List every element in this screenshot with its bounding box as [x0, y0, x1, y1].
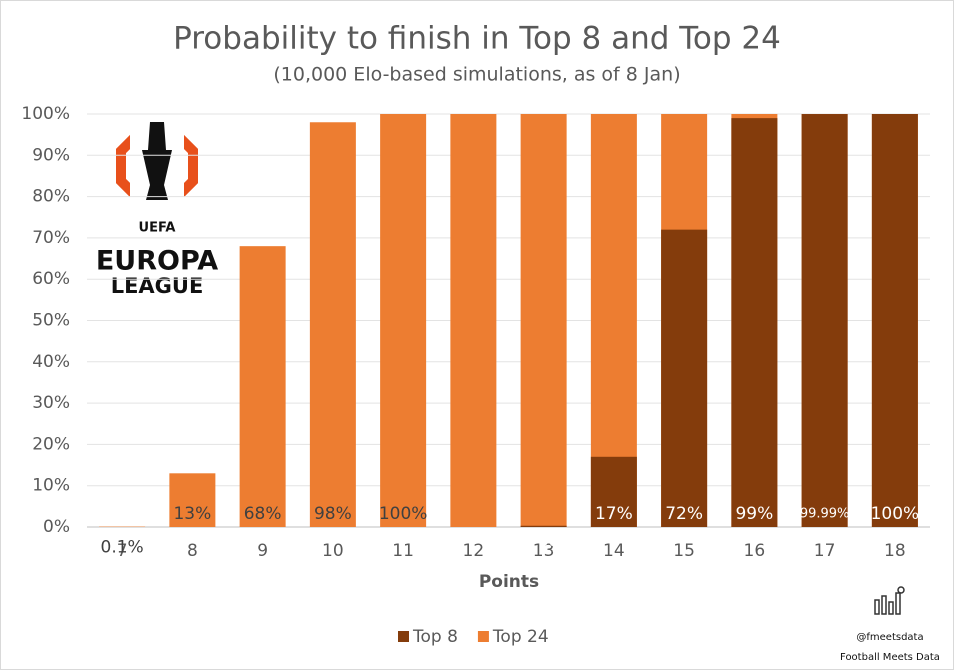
data-label: 99.99% — [800, 507, 850, 522]
x-tick-label: 8 — [187, 541, 198, 561]
legend-label: Top 8 — [412, 627, 458, 647]
y-tick-label: 40% — [32, 352, 70, 372]
bar — [661, 229, 708, 527]
bar — [309, 122, 356, 527]
logo-text: UEFA — [139, 221, 176, 236]
bar — [801, 114, 848, 528]
data-label: 100% — [871, 504, 920, 524]
icon-ball — [897, 586, 905, 594]
chart-title: Probability to finish in Top 8 and Top 2… — [173, 21, 781, 57]
y-tick-label: 50% — [32, 311, 70, 331]
icon-bar — [881, 595, 887, 615]
bar — [731, 118, 778, 527]
x-tick-label: 11 — [392, 541, 414, 561]
credit-handle: @fmeetsdata — [856, 632, 923, 643]
bar — [450, 114, 497, 527]
data-label: 13% — [173, 504, 211, 524]
bar — [169, 473, 216, 527]
x-tick-label: 14 — [603, 541, 625, 561]
icon-bar — [874, 599, 880, 615]
bar — [520, 525, 567, 527]
data-label: 72% — [665, 504, 703, 524]
legend-label: Top 24 — [492, 627, 549, 647]
y-tick-label: 70% — [32, 228, 70, 248]
logo: UEFA EUROPA LEAGUE — [96, 122, 218, 298]
x-tick-label: 13 — [533, 541, 555, 561]
legend-swatch — [477, 631, 489, 642]
logo-trophy — [142, 122, 172, 200]
bar — [239, 246, 286, 527]
y-tick-label: 60% — [32, 269, 70, 289]
data-label: 68% — [244, 504, 282, 524]
data-label: 99% — [735, 504, 773, 524]
logo-text: EUROPA — [96, 246, 218, 277]
y-tick-label: 90% — [32, 145, 70, 165]
x-tick-label: 9 — [257, 541, 268, 561]
y-tick-label: 0% — [43, 517, 70, 537]
y-tick-label: 20% — [32, 434, 70, 454]
x-tick-label: 16 — [744, 541, 766, 561]
bar — [380, 114, 427, 527]
bar — [520, 114, 567, 527]
x-tick-label: 12 — [463, 541, 485, 561]
y-tick-label: 10% — [32, 476, 70, 496]
y-tick-label: 80% — [32, 187, 70, 207]
icon-bar — [895, 592, 901, 615]
credit-name: Football Meets Data — [840, 652, 940, 663]
legend-swatch — [398, 631, 409, 642]
bar — [871, 114, 918, 527]
x-tick-label: 10 — [322, 541, 344, 561]
x-tick-label: 18 — [884, 541, 906, 561]
y-tick-label: 100% — [21, 104, 70, 124]
x-tick-label: 7 — [117, 541, 128, 561]
x-axis-label: Points — [479, 572, 539, 592]
data-label: 98% — [314, 504, 352, 524]
x-tick-label: 17 — [814, 541, 836, 561]
data-label: 0.1% — [101, 538, 144, 558]
data-label: 100% — [379, 504, 428, 524]
data-label: 17% — [595, 504, 633, 524]
icon-bar — [888, 601, 894, 615]
chart-subtitle: (10,000 Elo-based simulations, as of 8 J… — [273, 64, 680, 86]
y-tick-label: 30% — [32, 393, 70, 413]
x-tick-label: 15 — [673, 541, 695, 561]
bar — [590, 456, 637, 527]
credits-icon — [874, 586, 905, 615]
logo-text: LEAGUE — [111, 274, 204, 298]
data-label: 0.3% — [522, 537, 565, 557]
